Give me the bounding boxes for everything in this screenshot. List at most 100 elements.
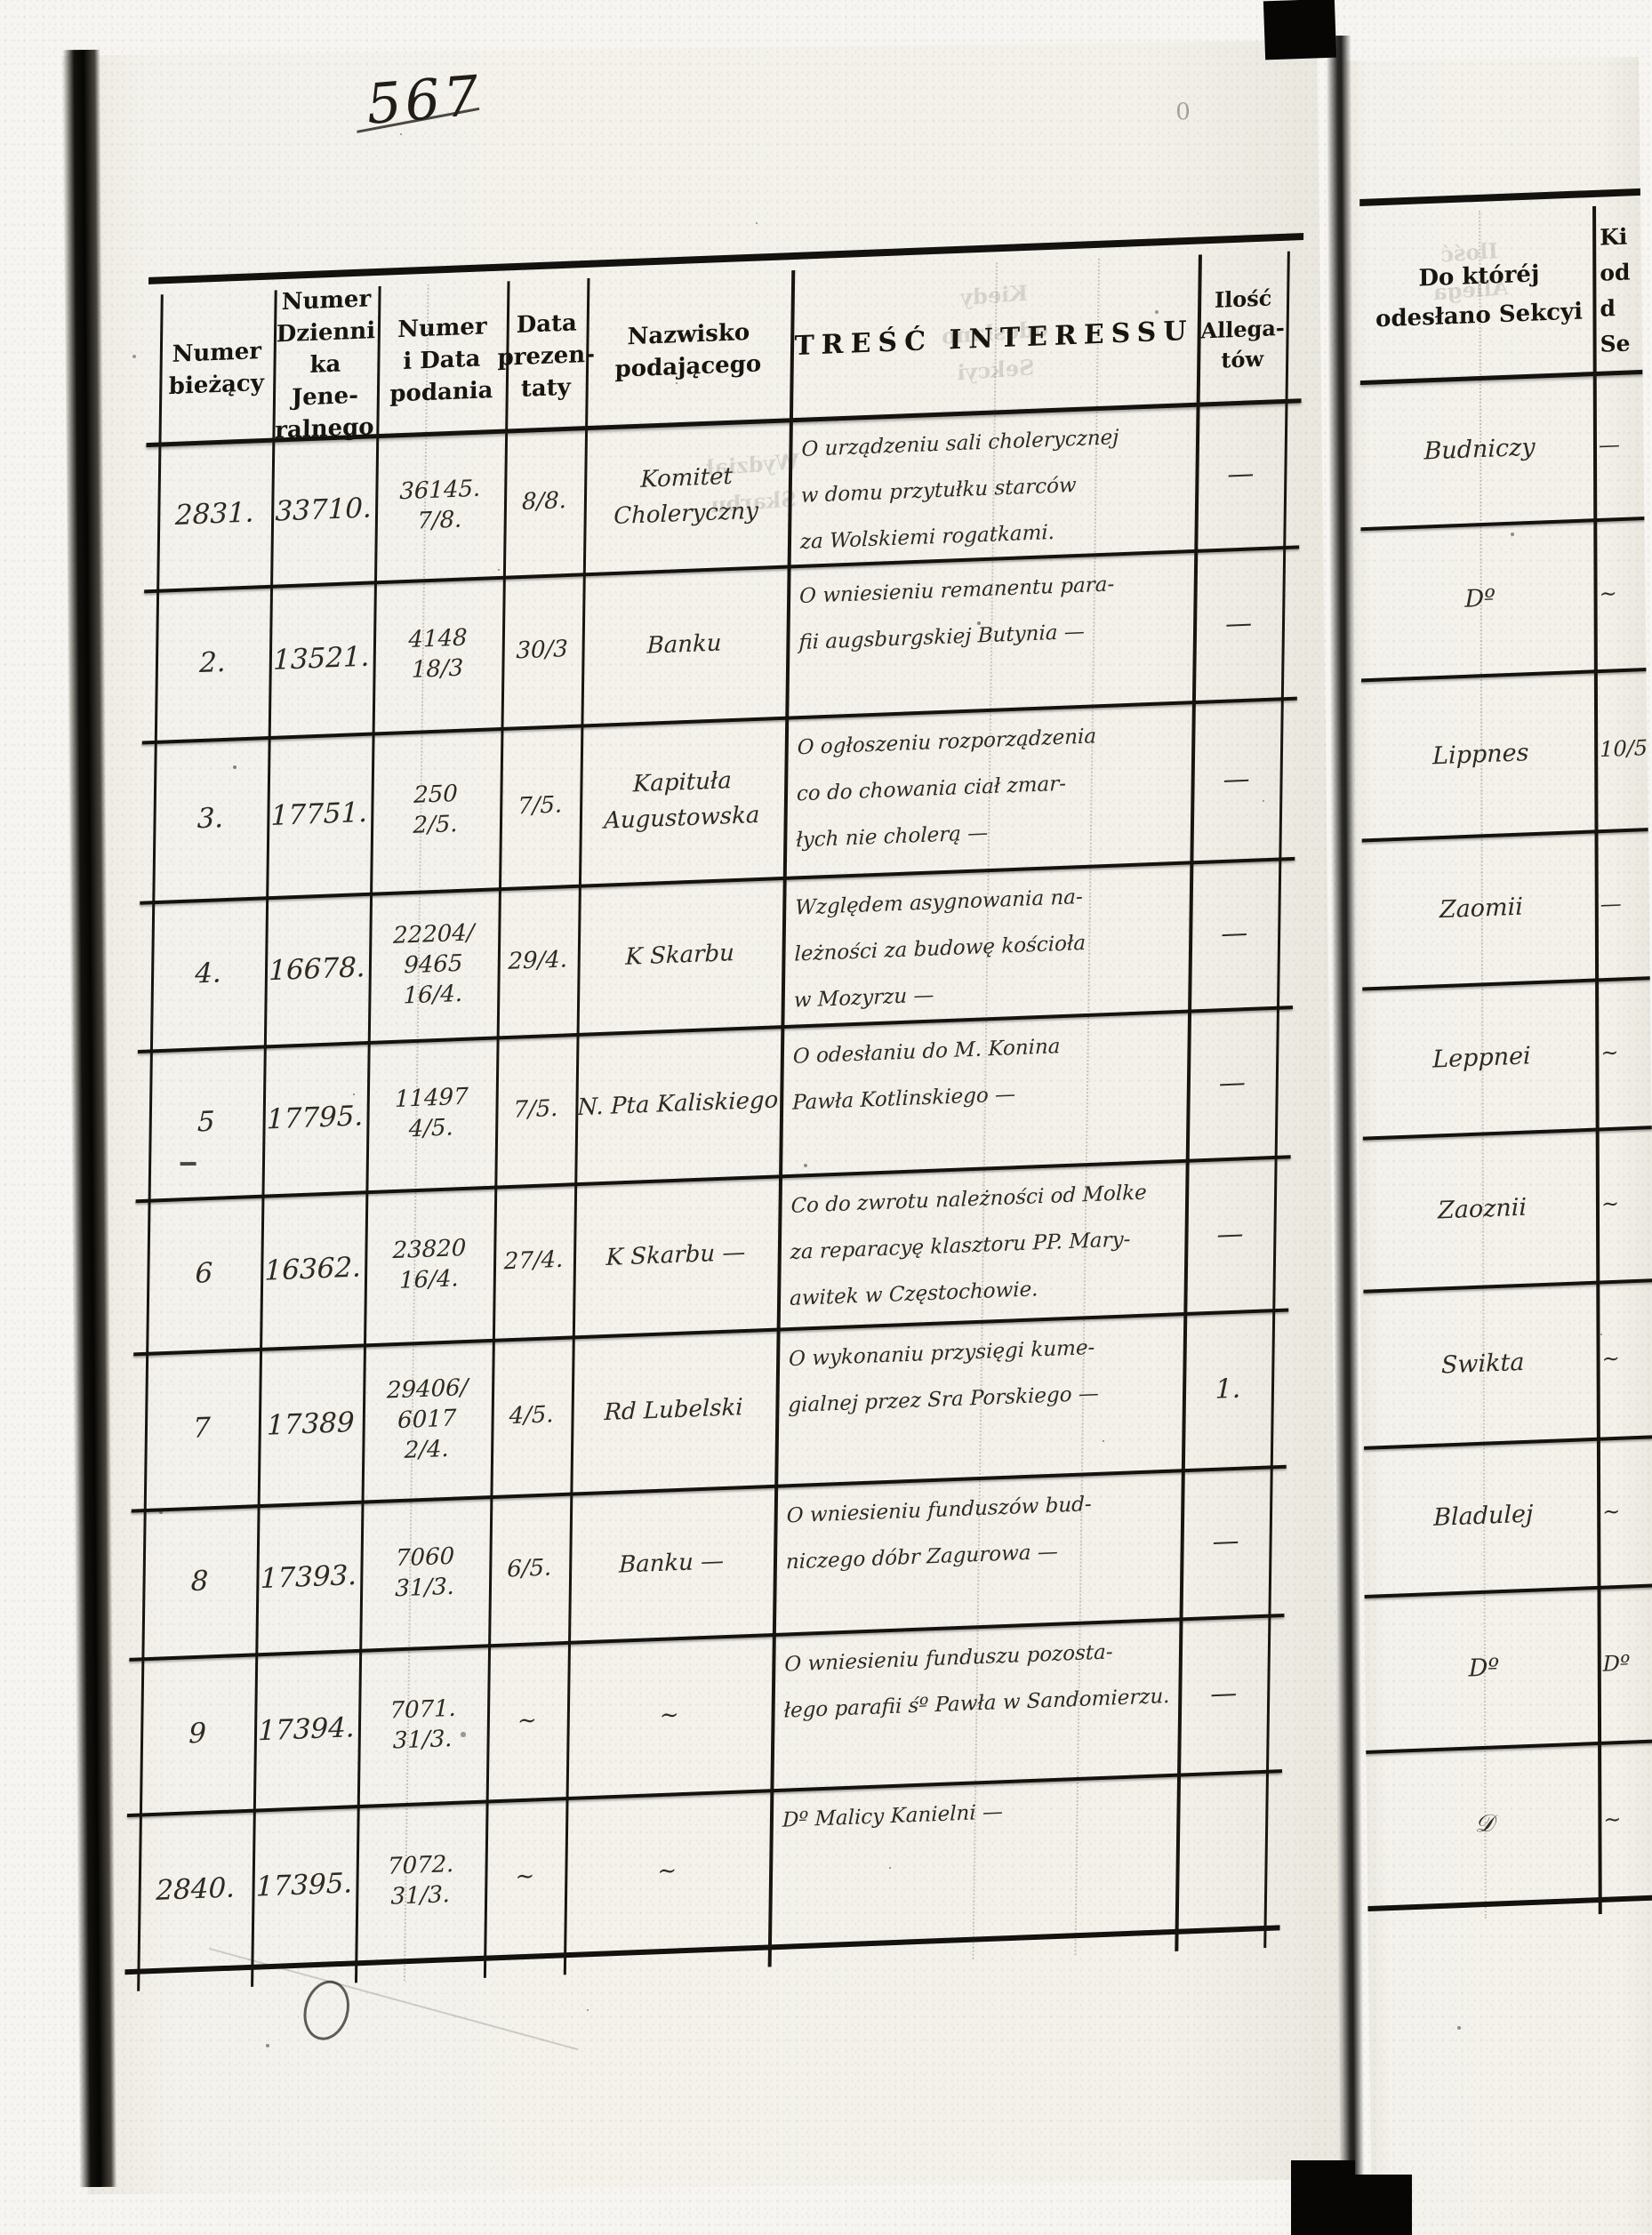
cell-numer-dziennika: 16678. — [269, 950, 365, 987]
cell-kiedy: ∼ — [1601, 1345, 1620, 1372]
cell-kiedy: ∼ — [1600, 1190, 1620, 1217]
cell-sekcya: Leppnei — [1432, 1041, 1531, 1074]
cell-numer-podania: 7072. 31/3. — [387, 1850, 454, 1911]
right-page: Do któréj odesłano Sekcyi Ki od d Se Ilo… — [1345, 57, 1652, 2235]
table-row: Budniczy — — [1364, 370, 1650, 527]
cell-numer-biezacy: 4. — [195, 956, 222, 989]
cell-nazwisko: Banku — — [618, 1547, 725, 1579]
cell-nazwisko: ∼ — [657, 1856, 678, 1885]
header-do-ktorej-sekcyi: Do któréj odesłano Sekcyi — [1375, 260, 1584, 333]
cell-tresc-interessu: O odesłaniu do M. Konina Pawła Kotlinski… — [792, 1035, 1061, 1115]
cell-ilosc-allegatow: 1. — [1215, 1373, 1241, 1406]
cell-kiedy: ∼ — [1603, 1806, 1622, 1832]
cell-numer-biezacy: 3. — [196, 802, 224, 836]
cell-numer-dziennika: 13521. — [272, 640, 370, 677]
header-numer-podania: Numer i Data podania — [389, 313, 493, 408]
cell-ilosc-allegatow: — — [1216, 1217, 1244, 1251]
table-row: Swikta ∼ — [1367, 1278, 1652, 1446]
cell-sekcya: Bladulej — [1433, 1500, 1534, 1532]
cell-numer-dziennika: 16362. — [264, 1251, 362, 1287]
cell-data-prezentaty: 29/4. — [508, 945, 568, 975]
cell-data-prezentaty: ∼ — [515, 1862, 535, 1890]
table-row: Dº Dº — [1368, 1583, 1652, 1750]
table-row: Bladulej ∼ — [1367, 1435, 1652, 1594]
cell-ilosc-allegatow: — — [1220, 917, 1248, 950]
cell-tresc-interessu: O wniesieniu remanentu para- fii augsbur… — [798, 573, 1115, 655]
cell-kiedy: — — [1600, 890, 1622, 917]
cell-tresc-interessu: O ogłoszeniu rozporządzenia co do chowan… — [796, 725, 1097, 853]
cell-numer-podania: 250 2/5. — [413, 780, 459, 839]
cell-numer-podania: 23820 16/4. — [392, 1234, 467, 1294]
cell-numer-dziennika: 17394. — [258, 1710, 355, 1747]
cell-tresc-interessu: O wniesieniu funduszu pozosta- łego para… — [783, 1640, 1170, 1723]
cell-kiedy: ∼ — [1599, 581, 1617, 607]
cell-nazwisko: K Skarbu — — [605, 1238, 746, 1271]
cell-numer-dziennika: 17795. — [266, 1100, 364, 1136]
right-register-table: Do któréj odesłano Sekcyi Ki od d Se Ilo… — [1359, 187, 1652, 1927]
cell-ilosc-allegatow: — — [1227, 458, 1255, 491]
cell-numer-biezacy: 2840. — [156, 1871, 236, 1907]
cell-nazwisko: Rd Lubelski — [604, 1394, 743, 1427]
header-ilosc-allegatow: Ilość Allega- tów — [1200, 284, 1286, 373]
cell-numer-podania: 22204/ 9465 16/4. — [392, 918, 475, 1009]
header-kiedy-odeslano: Ki od d Se — [1600, 223, 1631, 357]
table-row: Leppnei ∼ — [1366, 976, 1652, 1136]
cell-ilosc-allegatow: — — [1218, 1066, 1247, 1099]
cell-ilosc-allegatow: — — [1210, 1678, 1238, 1710]
header-nazwisko: Nazwisko podającego — [614, 318, 762, 383]
cell-data-prezentaty: ∼ — [517, 1706, 537, 1734]
cell-kiedy: ∼ — [1600, 1039, 1619, 1066]
cell-numer-dziennika: 17395. — [255, 1866, 353, 1903]
table-row: Dº ∼ — [1364, 517, 1650, 678]
cell-nazwisko: Banku — [646, 629, 722, 660]
cell-numer-podania: 7071. 31/3. — [389, 1694, 457, 1755]
cell-data-prezentaty: 4/5. — [509, 1401, 554, 1430]
cell-numer-podania: 29406/ 6017 2/4. — [386, 1374, 469, 1464]
cell-sekcya: Lippnes — [1432, 738, 1529, 770]
cell-tresc-interessu: O urządzeniu sali cholerycznej w domu pr… — [799, 426, 1119, 554]
cell-data-prezentaty: 7/5. — [517, 791, 563, 821]
cell-numer-dziennika: 17389 — [266, 1406, 355, 1442]
cell-sekcya: Budniczy — [1423, 433, 1536, 466]
film-mark — [1263, 0, 1337, 60]
cell-nazwisko: N. Pta Kaliskiego — [577, 1086, 779, 1122]
left-page: 567 0 Numer bieżący Numer Dzienni ka J — [61, 40, 1343, 2195]
cell-nazwisko: K Skarbu — [625, 939, 735, 971]
cell-ilosc-allegatow: — — [1223, 763, 1250, 796]
cell-numer-podania: 4148 18/3 — [408, 624, 468, 684]
cell-numer-podania: 36145. 7/8. — [399, 475, 481, 534]
cell-numer-biezacy: 5 — [196, 1105, 215, 1139]
cell-tresc-interessu: Względem asygnowania na- leżności za bud… — [793, 885, 1087, 1013]
cell-numer-biezacy: 2831. — [174, 496, 254, 532]
cell-numer-biezacy: 2. — [198, 645, 226, 680]
cell-sekcya: Dº — [1468, 1654, 1500, 1683]
cell-sekcya: Swikta — [1440, 1348, 1525, 1379]
cell-nazwisko: Komitet Choleryczny — [613, 462, 759, 530]
cell-kiedy: Dº — [1602, 1650, 1631, 1677]
header-numer-biezacy: Numer bieżący — [168, 338, 265, 401]
cell-kiedy: ∼ — [1602, 1498, 1621, 1525]
cell-sekcya: Dº — [1464, 583, 1496, 613]
cell-data-prezentaty: 7/5. — [513, 1094, 558, 1124]
cell-data-prezentaty: 30/3 — [516, 636, 569, 665]
cell-kiedy: — — [1598, 431, 1621, 458]
table-row: Zaomii — — [1366, 828, 1652, 987]
cell-ilosc-allegatow — [1175, 1770, 1268, 1929]
register-table: Numer bieżący Numer Dzienni ka Jene- ral… — [124, 232, 1304, 1993]
cell-data-prezentaty: 8/8. — [521, 486, 567, 516]
header-data-prezentaty: Data prezen- taty — [497, 309, 596, 403]
cell-nazwisko: ∼ — [659, 1701, 679, 1729]
film-mark — [1335, 2175, 1412, 2235]
cell-numer-biezacy: 8 — [190, 1564, 209, 1598]
cell-sekcya: Zaomii — [1439, 893, 1523, 925]
header-tresc-interessu: TREŚĆ INTERESSU — [794, 315, 1194, 363]
cell-numer-dziennika: 33710. — [275, 491, 373, 528]
cell-ilosc-allegatow: — — [1224, 607, 1253, 640]
header-numer-dziennika: Numer Dzienni ka Jene- ralnego — [275, 285, 376, 445]
cell-data-prezentaty: 27/4. — [503, 1246, 564, 1276]
table-row: Zaoznii ∼ — [1367, 1126, 1652, 1289]
cell-tresc-interessu: O wniesieniu funduszów bud- niczego dóbr… — [785, 1493, 1092, 1574]
cell-tresc-interessu: Dº Malicy Kanielni — — [782, 1800, 1004, 1832]
cell-sekcya: 𝒟 — [1474, 1809, 1495, 1838]
